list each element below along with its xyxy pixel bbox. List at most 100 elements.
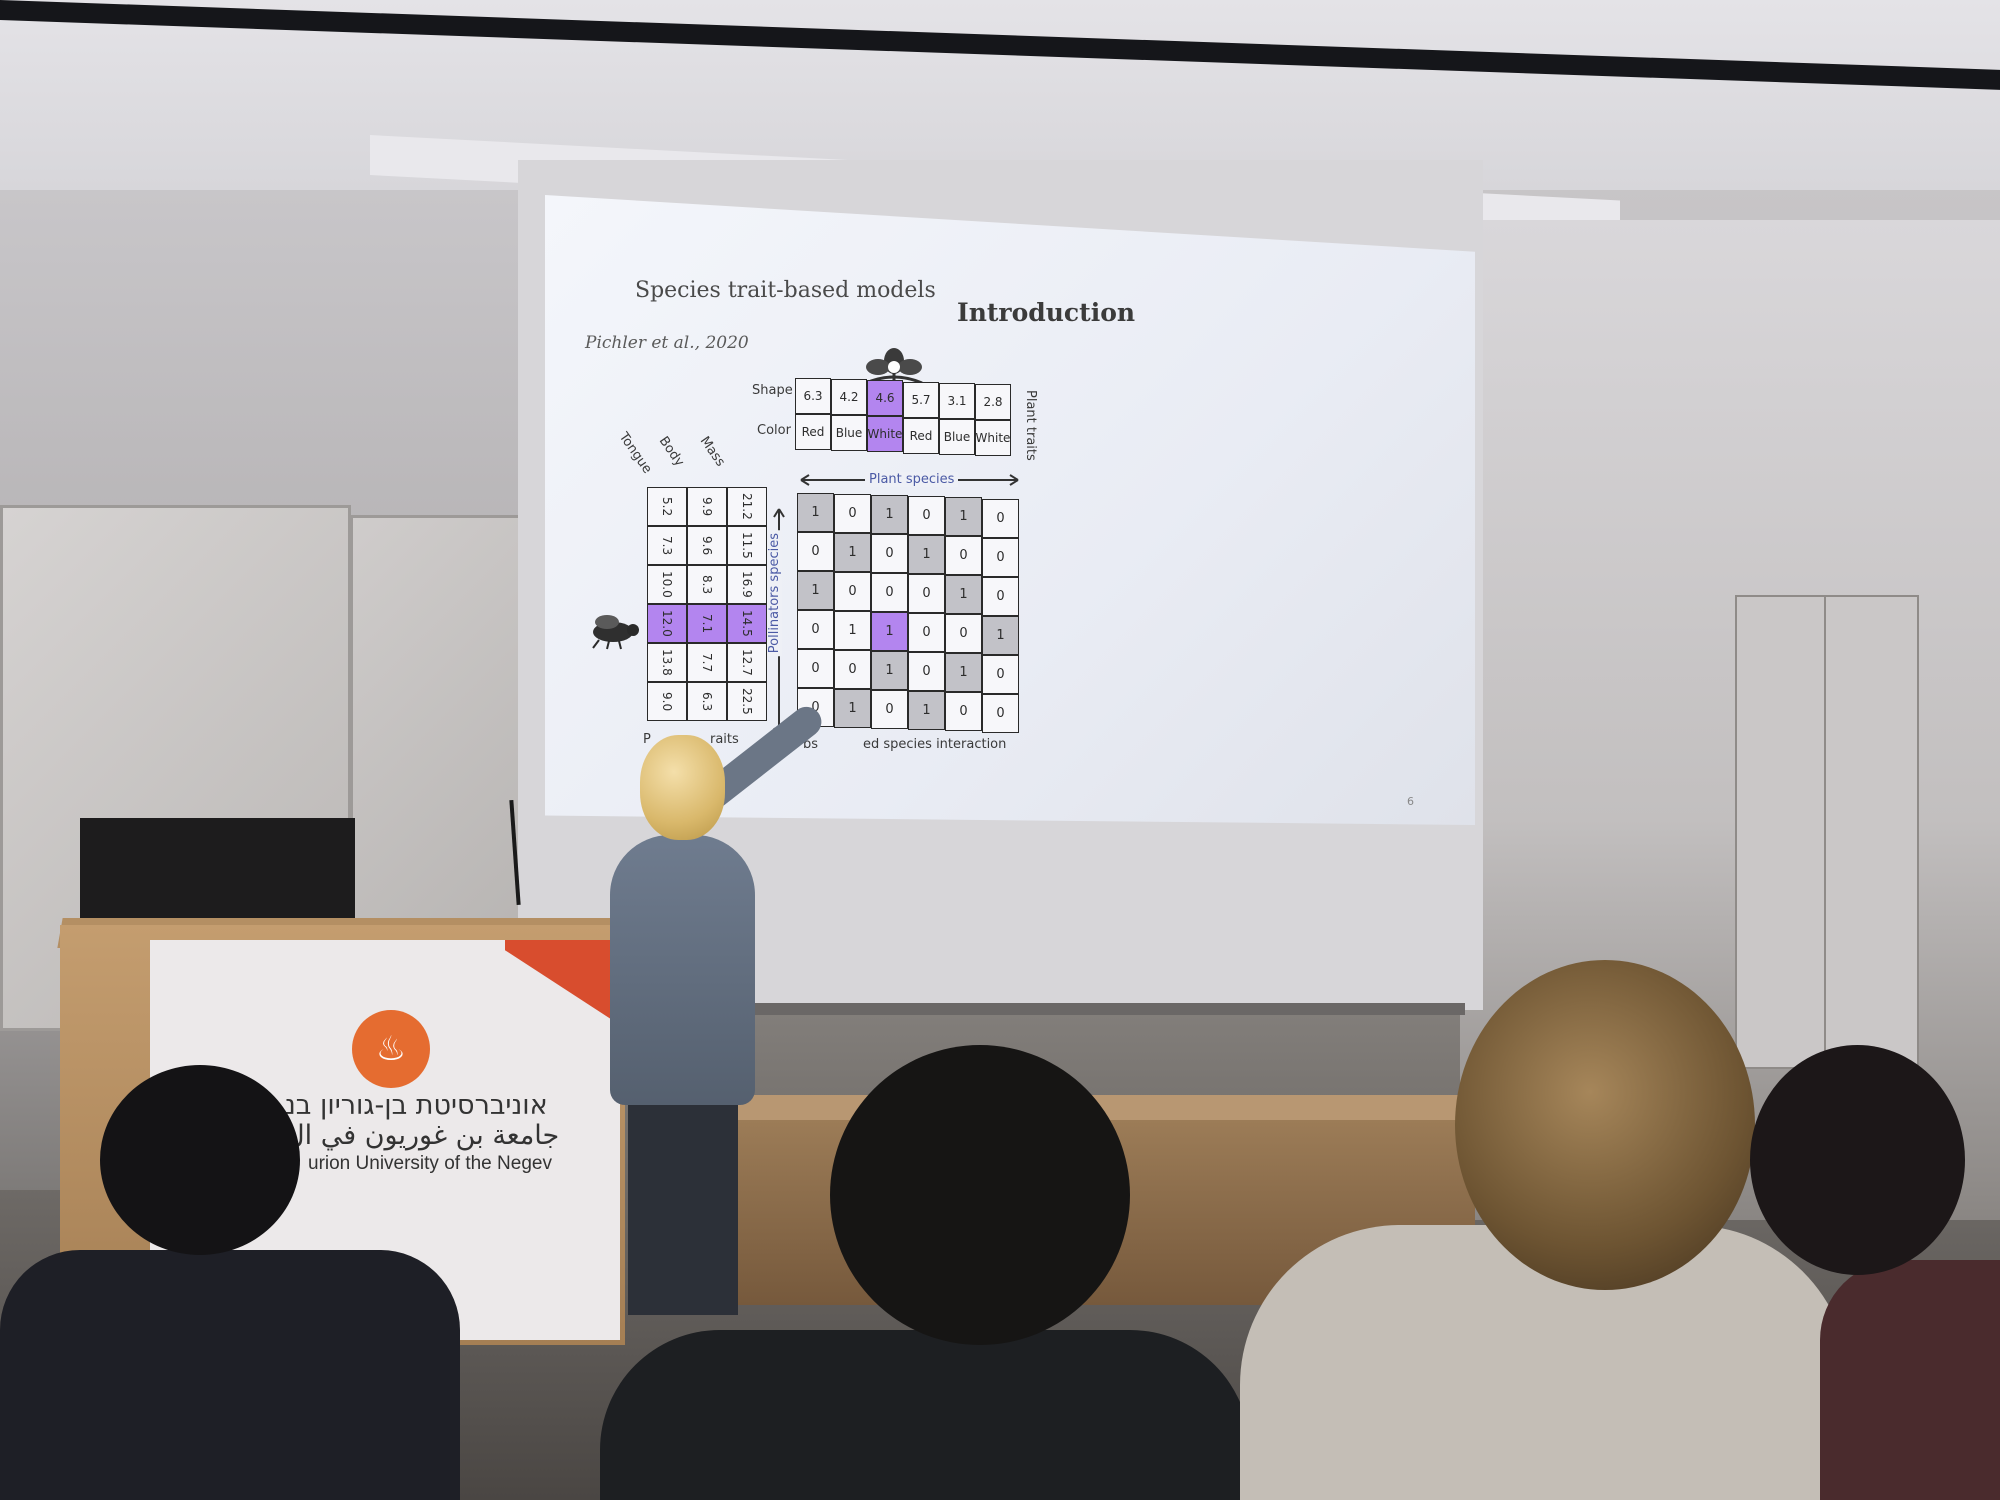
pollinator-trait-cell: 6.3	[687, 682, 727, 721]
interaction-caption-prefix-fragment: bs	[803, 737, 819, 752]
interaction-cell: 0	[908, 496, 945, 536]
pollinator-trait-cell: 9.9	[687, 487, 727, 526]
pollinator-species-axis-label: Pollinators species	[767, 530, 782, 657]
slide-page-number: 6	[1407, 795, 1414, 808]
interaction-cell: 0	[982, 498, 1019, 538]
interaction-cell: 0	[982, 537, 1019, 577]
pollinator-trait-cell: 9.0	[647, 682, 687, 721]
interaction-cell: 0	[834, 650, 871, 690]
plant-trait-cell: 4.2	[831, 379, 867, 416]
slide-title: Introduction	[957, 298, 1136, 327]
bee-icon	[592, 615, 639, 650]
interaction-cell: 1	[797, 493, 834, 532]
plant-trait-cell: Blue	[831, 415, 867, 452]
plant-trait-cell: Blue	[939, 418, 975, 455]
right-door	[1735, 595, 1919, 1069]
presenter-body	[610, 835, 755, 1105]
plant-species-axis-label: Plant species	[865, 472, 959, 487]
interaction-cell: 0	[871, 690, 908, 730]
audience-member-3-head	[1455, 960, 1755, 1290]
interaction-cell: 1	[908, 535, 945, 575]
plant-trait-cell: White	[867, 416, 903, 453]
plant-trait-cell: Red	[903, 417, 939, 454]
interaction-cell: 0	[834, 572, 871, 612]
podium-english-text: urion University of the Negev	[308, 1153, 552, 1174]
plant-trait-cell: 6.3	[795, 378, 831, 414]
pollinator-traits-label-fragment-1: P	[643, 732, 651, 747]
slide-subtitle: Species trait-based models	[635, 278, 936, 303]
plant-shape-label: Shape	[752, 383, 793, 398]
plant-traits-label: Plant traits	[1023, 390, 1038, 461]
interaction-cell: 1	[834, 611, 871, 651]
pollinator-traits-label-fragment-2: raits	[710, 732, 739, 747]
plant-trait-cell: 5.7	[903, 381, 939, 418]
interaction-cell: 0	[871, 534, 908, 574]
podium-arabic-text: جامعة بن غوريون في ال	[285, 1120, 560, 1151]
audience-member-4-head	[1750, 1045, 1965, 1275]
pollinator-trait-cell: 7.1	[687, 604, 727, 643]
plant-trait-cell: 4.6	[867, 380, 903, 417]
interaction-cell: 1	[797, 571, 834, 610]
pollinator-trait-cell: 9.6	[687, 526, 727, 565]
right-door-split	[1824, 597, 1826, 1063]
projected-slide: Species trait-based models Introduction …	[545, 195, 1475, 825]
pollinator-trait-cell: 13.8	[647, 643, 687, 682]
pollinator-trait-cell: 5.2	[647, 487, 687, 526]
presenter-head	[640, 735, 725, 840]
interaction-cell: 0	[945, 692, 982, 732]
interaction-cell: 1	[908, 691, 945, 731]
interaction-cell: 0	[797, 649, 834, 688]
pollinator-trait-header: Body	[655, 434, 687, 470]
pollinator-trait-cell: 12.7	[727, 643, 767, 682]
interaction-cell: 1	[834, 533, 871, 573]
interaction-cell: 0	[797, 532, 834, 571]
interaction-cell: 0	[834, 494, 871, 534]
interaction-cell: 0	[945, 614, 982, 654]
audience-member-4-body	[1820, 1260, 2000, 1500]
audience-member-1-head	[100, 1065, 300, 1255]
pollinator-trait-cell: 10.0	[647, 565, 687, 604]
audience-member-2-body	[600, 1330, 1250, 1500]
audience-member-1-body	[0, 1250, 460, 1500]
presenter-legs	[628, 1095, 738, 1315]
interaction-cell: 0	[908, 613, 945, 653]
university-logo-icon: ♨	[352, 1010, 430, 1088]
interaction-cell: 1	[834, 689, 871, 729]
interaction-cell: 0	[982, 693, 1019, 733]
pollinator-trait-cell: 12.0	[647, 604, 687, 643]
interaction-caption-fragment: ed species interaction	[863, 737, 1007, 752]
pollinator-trait-cell: 7.7	[687, 643, 727, 682]
pollinator-trait-header: Tongue	[615, 430, 655, 477]
interaction-cell: 0	[908, 574, 945, 614]
pollinator-trait-cell: 14.5	[727, 604, 767, 643]
plant-color-label: Color	[757, 423, 791, 438]
slide-citation: Pichler et al., 2020	[585, 333, 749, 353]
interaction-cell: 1	[945, 653, 982, 693]
plant-trait-cell: 3.1	[939, 382, 975, 419]
interaction-cell: 0	[945, 536, 982, 576]
pollinator-trait-cell: 22.5	[727, 682, 767, 721]
audience-member-2-head	[830, 1045, 1130, 1345]
plant-trait-cell: 2.8	[975, 384, 1011, 420]
interaction-cell: 0	[982, 576, 1019, 616]
interaction-cell: 0	[908, 652, 945, 692]
interaction-cell: 1	[871, 495, 908, 535]
pollinator-trait-cell: 16.9	[727, 565, 767, 604]
interaction-cell: 1	[945, 575, 982, 615]
pollinator-trait-header: Mass	[696, 434, 728, 470]
plant-trait-cell: Red	[795, 414, 831, 450]
podium-hebrew-text: אוניברסיטת בן-גוריון בנ	[285, 1090, 548, 1121]
interaction-cell: 0	[797, 610, 834, 649]
pollinator-trait-cell: 8.3	[687, 565, 727, 604]
pollinator-trait-cell: 11.5	[727, 526, 767, 565]
screen-bottom-rail	[745, 1003, 1465, 1015]
interaction-cell: 1	[945, 497, 982, 537]
plant-trait-cell: White	[975, 420, 1011, 456]
pollinator-trait-cell: 21.2	[727, 487, 767, 526]
interaction-cell: 1	[982, 615, 1019, 655]
interaction-cell: 1	[871, 651, 908, 691]
interaction-cell: 1	[871, 612, 908, 652]
interaction-cell: 0	[871, 573, 908, 613]
pollinator-trait-cell: 7.3	[647, 526, 687, 565]
interaction-cell: 0	[982, 654, 1019, 694]
